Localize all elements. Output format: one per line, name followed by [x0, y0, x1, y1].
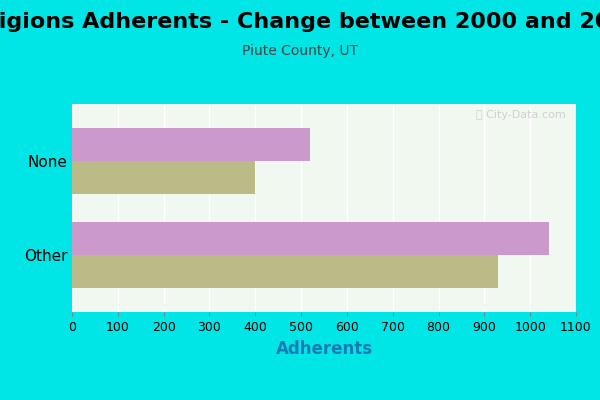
Text: ⓘ City-Data.com: ⓘ City-Data.com: [476, 110, 566, 120]
Bar: [72, 161, 255, 194]
Bar: [72, 255, 498, 288]
Bar: [72, 128, 310, 161]
Text: Religions Adherents - Change between 2000 and 2010: Religions Adherents - Change between 200…: [0, 12, 600, 32]
Text: Piute County, UT: Piute County, UT: [242, 44, 358, 58]
X-axis label: Adherents: Adherents: [275, 340, 373, 358]
Bar: [72, 222, 548, 255]
